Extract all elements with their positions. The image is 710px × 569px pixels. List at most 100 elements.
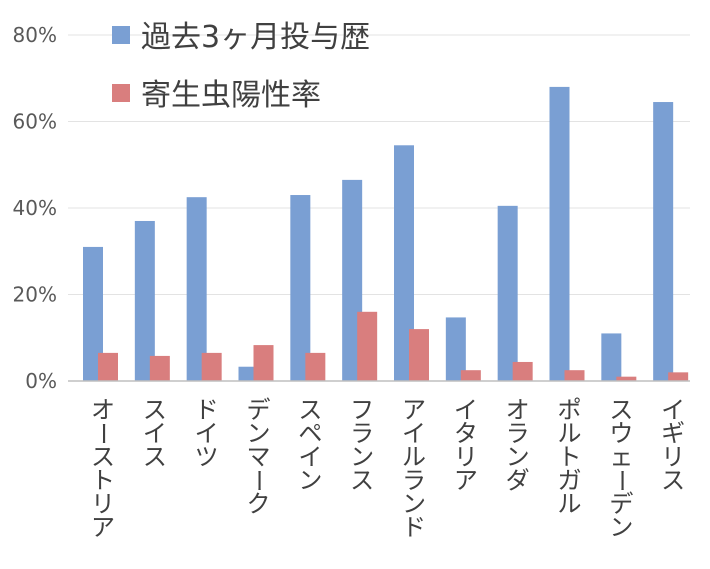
x-tick-char: ー (607, 469, 635, 493)
x-tick-char: ル (558, 490, 582, 518)
bars (83, 86, 689, 382)
x-tick-char: ス (143, 443, 167, 471)
x-tick-char: ガ (558, 467, 582, 495)
x-tick-char: イ (195, 420, 219, 448)
bar-series-2 (616, 376, 637, 381)
x-tick-char: ン (298, 467, 322, 495)
x-tick-char: イ (454, 396, 478, 424)
x-tick-char: ラ (506, 420, 530, 448)
bar-series-2 (357, 311, 378, 381)
x-tick-char: イ (298, 443, 322, 471)
x-tick-char: ウ (609, 420, 633, 448)
x-tick-char: オ (91, 396, 115, 424)
x-tick-char: マ (247, 443, 271, 471)
x-tick-char: リ (91, 490, 115, 518)
bar-series-1 (497, 205, 518, 381)
bar-series-1 (290, 195, 311, 381)
x-tick-char: デ (609, 490, 633, 518)
x-tick-char: リ (454, 443, 478, 471)
x-tick-char: ー (89, 422, 117, 446)
bar-series-2 (149, 355, 170, 381)
gridlines (68, 34, 690, 295)
bar-series-1 (186, 197, 207, 381)
bar-series-2 (201, 352, 222, 381)
x-tick-char: ン (609, 514, 633, 542)
bar-series-2 (512, 361, 533, 381)
y-tick-label: 60% (13, 110, 57, 134)
x-tick-char: ス (91, 443, 115, 471)
legend-swatch (112, 84, 130, 102)
x-tick-char: ェ (609, 443, 633, 471)
bar-series-2 (564, 370, 585, 381)
x-tick-char: イ (143, 420, 167, 448)
bar-series-1 (394, 145, 414, 381)
legend-label: 寄生虫陽性率 (141, 78, 321, 113)
bar-series-2 (98, 352, 118, 381)
x-tick-char: タ (454, 420, 478, 448)
bar-series-1 (549, 86, 570, 382)
x-tick-char: ア (402, 396, 426, 424)
x-tick-char: ン (350, 443, 374, 471)
y-tick-label: 40% (13, 196, 57, 220)
x-tick-char: リ (661, 443, 685, 471)
x-tick-char: オ (506, 396, 530, 424)
x-tick-char: ア (454, 467, 478, 495)
x-tick-char: ト (91, 467, 115, 495)
bar-series-2 (305, 352, 326, 381)
bar-series-1 (134, 220, 155, 381)
x-tick-char: ス (298, 396, 322, 424)
x-tick-char: ス (350, 467, 374, 495)
legend-label: 過去3ヶ月投与歴 (141, 20, 370, 55)
x-tick-char: イ (402, 420, 426, 448)
x-tick-char: ツ (195, 443, 219, 471)
axes: 0%20%40%60%80%オーストリアスイスドイツデンマークスペインフランスア… (13, 23, 690, 542)
x-tick-char: ラ (402, 467, 426, 495)
bar-series-2 (253, 345, 274, 381)
legend-swatch (112, 26, 130, 44)
x-tick-char: ラ (350, 420, 374, 448)
bar-series-1 (653, 102, 674, 381)
x-tick-char: フ (350, 396, 374, 424)
y-tick-label: 20% (13, 283, 57, 307)
x-tick-char: ア (91, 514, 115, 542)
y-tick-label: 80% (13, 23, 57, 47)
bar-series-2 (409, 329, 429, 381)
x-tick-char: ル (402, 443, 426, 471)
x-tick-char: ポ (558, 396, 582, 424)
bar-series-2 (668, 372, 689, 381)
x-tick-char: ス (661, 467, 685, 495)
x-tick-char: ス (609, 396, 633, 424)
bar-series-1 (601, 333, 622, 381)
x-tick-char: ン (247, 420, 271, 448)
x-tick-label: ドイツ (195, 396, 219, 471)
x-tick-char: ド (402, 514, 426, 542)
x-tick-char: ダ (506, 467, 530, 495)
x-tick-char: ル (558, 420, 582, 448)
x-tick-char: イ (661, 396, 685, 424)
x-tick-char: ン (506, 443, 530, 471)
x-tick-char: ペ (298, 420, 322, 448)
x-tick-char: ス (143, 396, 167, 424)
x-tick-char: ギ (661, 420, 685, 448)
bar-series-1 (445, 317, 466, 381)
x-tick-char: ク (247, 490, 271, 518)
x-tick-char: ド (195, 396, 219, 424)
bar-series-1 (83, 246, 103, 381)
x-tick-char: ー (245, 469, 273, 493)
x-tick-char: デ (247, 396, 271, 424)
bar-series-2 (460, 370, 481, 381)
x-tick-label: スイス (143, 396, 167, 471)
